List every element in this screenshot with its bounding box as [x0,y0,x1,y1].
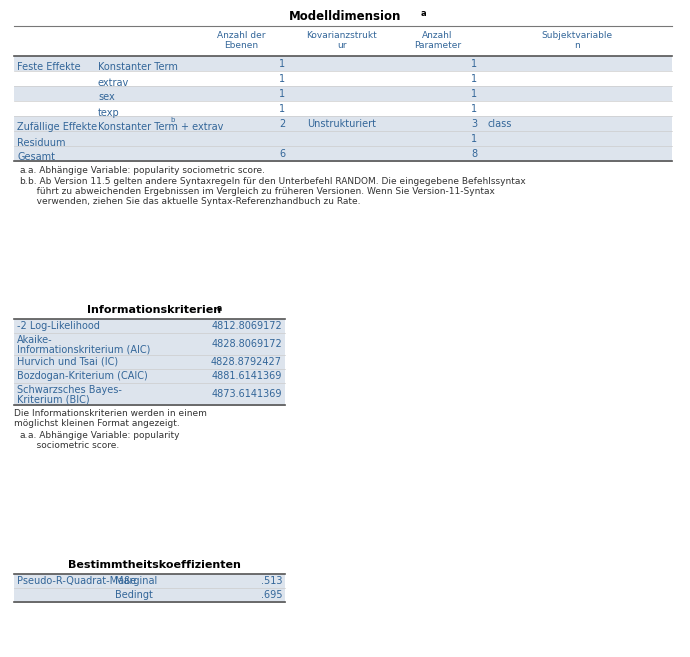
Text: 4812.8069172: 4812.8069172 [211,321,282,331]
Bar [14,588,285,602]
Bar [14,319,285,333]
Text: 1: 1 [471,134,477,144]
Text: 1: 1 [471,89,477,99]
Text: Hurvich und Tsai (IC): Hurvich und Tsai (IC) [17,357,118,367]
Text: Marginal: Marginal [115,576,157,586]
Text: Bozdogan-Kriterium (CAIC): Bozdogan-Kriterium (CAIC) [17,371,148,381]
Text: b.: b. [19,177,28,186]
Text: a.: a. [19,166,28,175]
Text: a: a [421,9,426,18]
Bar [14,574,285,588]
Text: 1: 1 [471,59,477,69]
Text: 3: 3 [471,119,477,129]
Text: Residuum: Residuum [17,137,66,148]
Text: Unstrukturiert: Unstrukturiert [307,119,376,129]
Text: Subjektvariable: Subjektvariable [542,31,613,40]
Text: n: n [574,41,580,50]
Text: 4828.8792427: 4828.8792427 [211,357,282,367]
Text: .513: .513 [261,576,282,586]
Text: Pseudo-R-Quadrat-Maße: Pseudo-R-Quadrat-Maße [17,576,136,586]
Bar [14,56,672,71]
Text: a. Abhängige Variable: popularity: a. Abhängige Variable: popularity [28,431,179,440]
Text: 1: 1 [279,89,285,99]
Text: class: class [487,119,511,129]
Text: 2: 2 [279,119,285,129]
Text: führt zu abweichenden Ergebnissen im Vergleich zu früheren Versionen. Wenn Sie V: führt zu abweichenden Ergebnissen im Ver… [28,187,495,196]
Text: Bedingt: Bedingt [115,590,153,600]
Text: Anzahl: Anzahl [422,31,453,40]
Text: Gesamt: Gesamt [17,152,55,162]
Text: sex: sex [98,93,115,102]
Text: Informationskriterium (AIC): Informationskriterium (AIC) [17,345,150,355]
Text: b: b [170,117,175,123]
Text: ur: ur [337,41,346,50]
Text: 6: 6 [279,149,285,159]
Text: Parameter: Parameter [414,41,461,50]
Text: Schwarzsches Bayes-: Schwarzsches Bayes- [17,385,122,395]
Text: Ebenen: Ebenen [224,41,259,50]
Text: möglichst kleinen Format angezeigt.: möglichst kleinen Format angezeigt. [14,419,180,428]
Bar [14,146,672,161]
Text: Konstanter Term: Konstanter Term [98,62,178,72]
Text: 4828.8069172: 4828.8069172 [211,339,282,349]
Bar [14,333,285,355]
Text: Die Informationskriterien werden in einem: Die Informationskriterien werden in eine… [14,409,207,418]
Bar [14,355,285,369]
Text: verwenden, ziehen Sie das aktuelle Syntax-Referenzhandbuch zu Rate.: verwenden, ziehen Sie das aktuelle Synta… [28,197,360,206]
Text: Anzahl der: Anzahl der [217,31,266,40]
Text: sociometric score.: sociometric score. [28,441,119,450]
Text: -2 Log-Likelihood: -2 Log-Likelihood [17,321,100,331]
Text: Zufällige Effekte: Zufällige Effekte [17,122,97,133]
Text: Informationskriterien: Informationskriterien [87,305,221,315]
Text: .695: .695 [261,590,282,600]
Text: 1: 1 [279,104,285,114]
Bar [14,383,285,405]
Text: Modelldimension: Modelldimension [289,10,401,23]
Text: a: a [217,304,222,313]
Text: Konstanter Term + extrav: Konstanter Term + extrav [98,122,224,133]
Bar [14,369,285,383]
Bar [14,116,672,131]
Text: a.: a. [19,431,28,440]
Text: texp: texp [98,108,120,118]
Text: 1: 1 [471,104,477,114]
Text: 8: 8 [471,149,477,159]
Text: Kriterium (BIC): Kriterium (BIC) [17,395,90,405]
Bar [14,86,672,101]
Text: Feste Effekte: Feste Effekte [17,62,81,72]
Text: b. Ab Version 11.5 gelten andere Syntaxregeln für den Unterbefehl RANDOM. Die ei: b. Ab Version 11.5 gelten andere Syntaxr… [28,177,526,186]
Text: 1: 1 [279,74,285,84]
Text: 4881.6141369: 4881.6141369 [212,371,282,381]
Text: 1: 1 [279,59,285,69]
Text: Kovarianzstrukt: Kovarianzstrukt [306,31,377,40]
Text: Bestimmtheitskoeffizienten: Bestimmtheitskoeffizienten [68,560,240,570]
Text: Akaike-: Akaike- [17,335,52,345]
Text: 4873.6141369: 4873.6141369 [212,389,282,399]
Text: extrav: extrav [98,78,129,87]
Bar [14,131,672,146]
Text: 1: 1 [471,74,477,84]
Text: a. Abhängige Variable: popularity sociometric score.: a. Abhängige Variable: popularity sociom… [28,166,265,175]
